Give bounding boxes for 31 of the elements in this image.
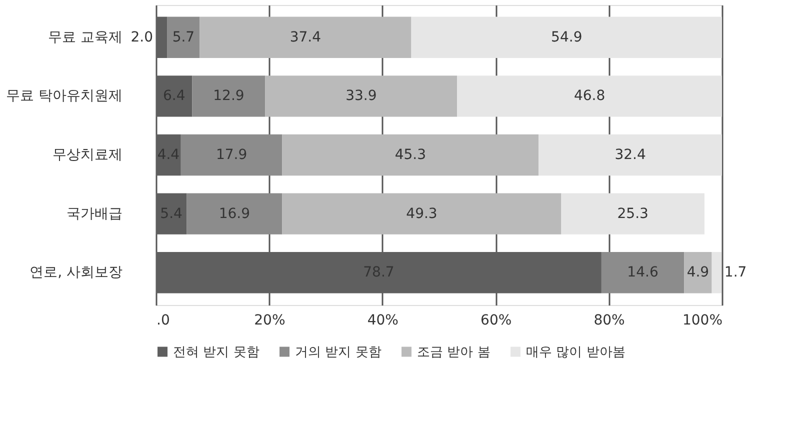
- data-label: 32.4: [614, 147, 646, 163]
- data-label: 45.3: [394, 147, 426, 163]
- data-label: 54.9: [551, 29, 582, 46]
- data-label: 37.4: [290, 29, 322, 46]
- y-tick-label: 무상치료제: [52, 147, 122, 163]
- x-tick-label: .0: [156, 312, 170, 328]
- data-label: 16.9: [218, 206, 250, 222]
- data-label: 46.8: [574, 88, 606, 104]
- data-label: 25.3: [617, 206, 648, 222]
- x-tick-label: 40%: [367, 312, 398, 328]
- legend-label: 전혀 받지 못함: [173, 344, 260, 360]
- legend-label: 조금 받아 봄: [417, 344, 490, 360]
- x-tick-label: 20%: [254, 312, 286, 328]
- x-tick-label: 100%: [682, 312, 722, 328]
- y-tick-label: 무료 탁아유치원제: [6, 88, 122, 104]
- data-label: 12.9: [213, 88, 244, 104]
- x-tick-label: 80%: [594, 312, 625, 328]
- y-tick-label: 무료 교육제: [48, 29, 122, 46]
- y-tick-label: 연로, 사회보장: [30, 264, 122, 281]
- legend-label: 매우 많이 받아봄: [526, 344, 626, 360]
- data-label: 2.0: [130, 29, 153, 46]
- data-label: 17.9: [216, 147, 248, 163]
- data-label: 4.9: [686, 264, 710, 281]
- data-label: 1.7: [724, 264, 747, 281]
- data-label: 14.6: [627, 264, 658, 281]
- y-tick-label: 국가배급: [66, 206, 122, 222]
- data-label: 33.9: [346, 88, 377, 104]
- data-label: 49.3: [406, 206, 438, 222]
- x-tick-label: 60%: [480, 312, 512, 328]
- legend-label: 거의 받지 못함: [295, 344, 382, 360]
- data-label: 5.7: [172, 29, 195, 46]
